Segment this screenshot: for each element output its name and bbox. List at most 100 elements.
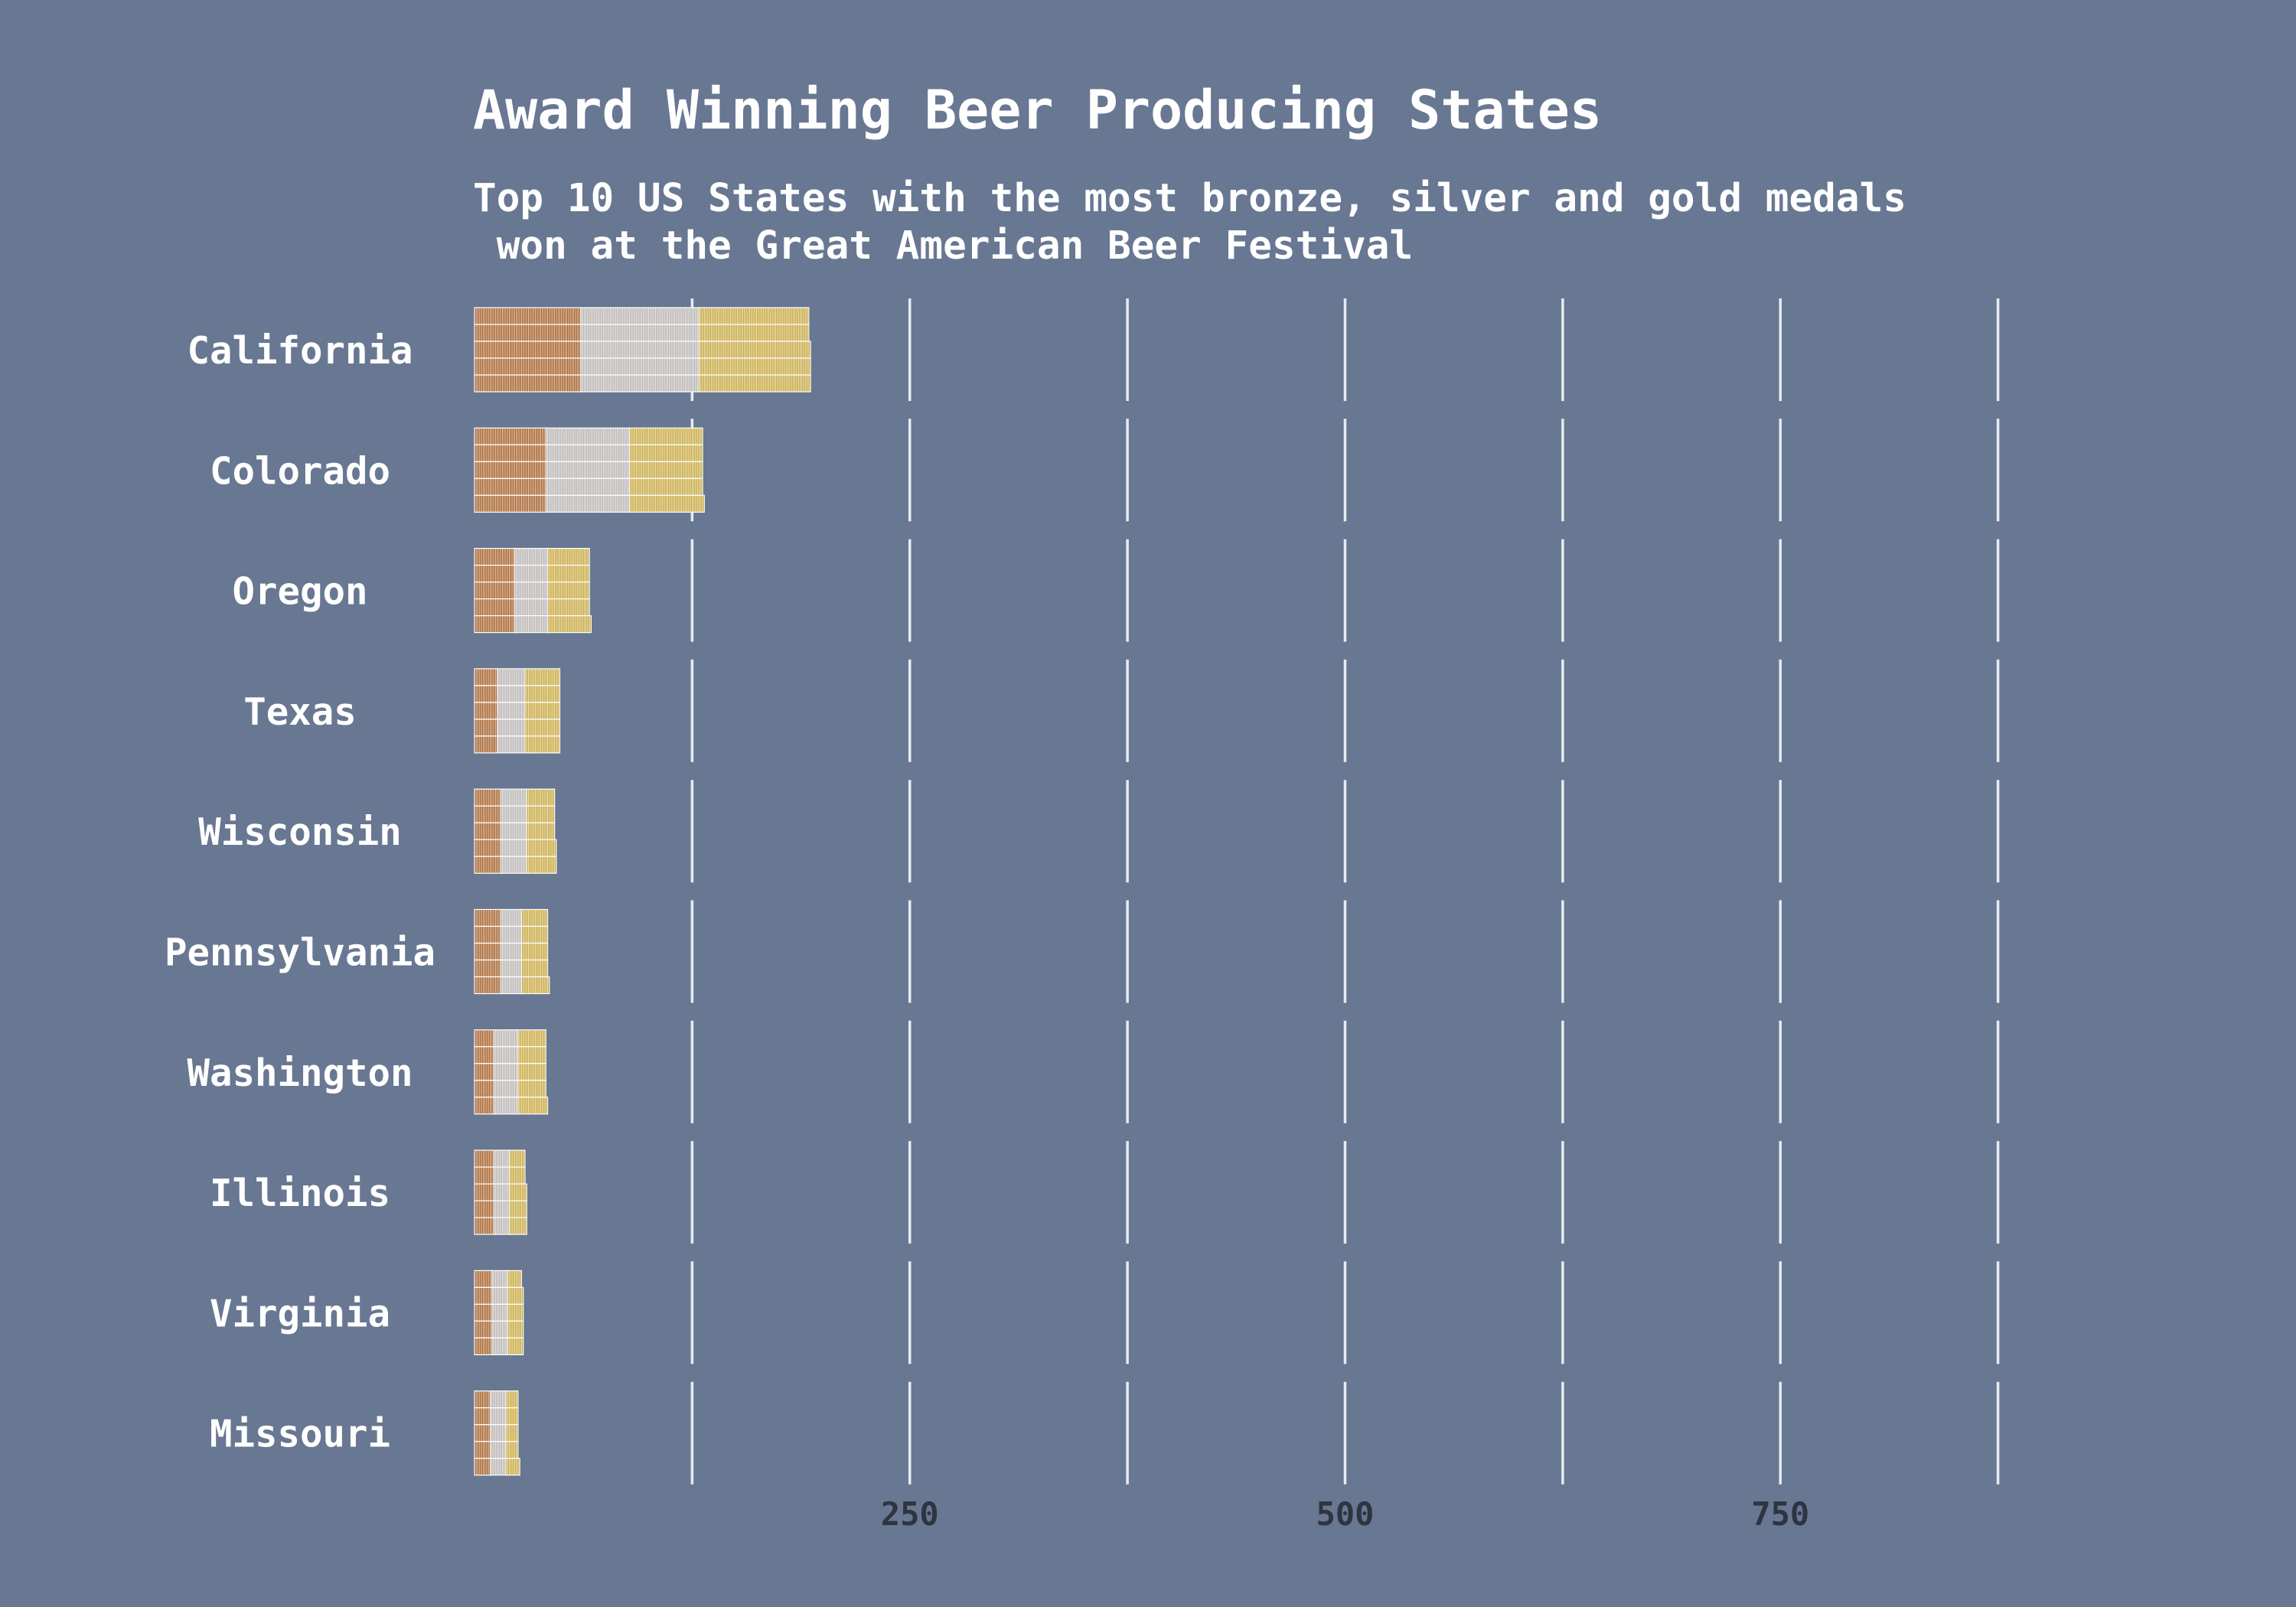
- gold-segment: [520, 908, 550, 995]
- gold-block: [507, 1337, 524, 1356]
- silver-cell-dividers: [547, 478, 628, 496]
- bronze-segment: [474, 307, 583, 393]
- category-label-oregon: Oregon: [232, 570, 367, 614]
- silver-cell-dividers: [547, 428, 628, 445]
- silver-block: [500, 788, 527, 807]
- bronze-block: [474, 1063, 494, 1081]
- bar-row-pennsylvania: [474, 908, 550, 995]
- silver-cell-dividers: [582, 375, 700, 392]
- gold-cell-dividers: [549, 615, 590, 633]
- bronze-block: [474, 1046, 494, 1064]
- silver-cell-dividers: [501, 943, 522, 960]
- bronze-segment: [474, 1029, 496, 1115]
- bronze-cell-dividers: [475, 1201, 494, 1218]
- silver-cell-dividers: [493, 1270, 507, 1288]
- gold-cell-dividers: [528, 839, 556, 857]
- gold-block: [698, 307, 810, 325]
- silver-segment: [493, 1029, 520, 1115]
- gold-block: [628, 494, 705, 513]
- bronze-cell-dividers: [475, 1080, 494, 1097]
- bar-row-oregon: [474, 547, 592, 634]
- silver-segment: [493, 1149, 512, 1235]
- bar-row-washington: [474, 1029, 549, 1115]
- bronze-cell-dividers: [475, 1029, 493, 1047]
- bronze-block: [474, 1337, 494, 1356]
- bronze-segment: [474, 427, 549, 513]
- silver-block: [491, 1286, 508, 1305]
- bronze-block: [474, 547, 515, 566]
- bronze-cell-dividers: [475, 1270, 491, 1288]
- gold-segment: [517, 1029, 549, 1115]
- silver-block: [489, 1407, 507, 1426]
- bronze-cell-dividers: [475, 1217, 494, 1235]
- gold-segment: [526, 788, 557, 874]
- silver-cell-dividers: [498, 702, 524, 719]
- silver-block: [493, 1166, 510, 1185]
- gold-block: [508, 1149, 526, 1168]
- silver-cell-dividers: [516, 615, 548, 633]
- category-label-california: California: [187, 329, 413, 373]
- bronze-cell-dividers: [475, 735, 498, 753]
- gold-cell-dividers: [523, 943, 546, 960]
- gold-cell-dividers: [507, 1458, 519, 1475]
- bronze-cell-dividers: [475, 615, 515, 633]
- category-label-texas: Texas: [243, 690, 357, 734]
- gold-cell-dividers: [700, 308, 807, 324]
- silver-block: [500, 839, 527, 857]
- silver-cell-dividers: [501, 806, 526, 823]
- gold-cell-dividers: [507, 1407, 517, 1425]
- gold-cell-dividers: [528, 806, 553, 823]
- silver-cell-dividers: [493, 1338, 507, 1355]
- silver-cell-dividers: [582, 324, 698, 341]
- gold-cell-dividers: [526, 719, 559, 736]
- gold-cell-dividers: [700, 341, 810, 358]
- gold-cell-dividers: [519, 1063, 545, 1081]
- gold-cell-dividers: [523, 976, 548, 994]
- x-tick-label: 500: [1316, 1495, 1375, 1533]
- gold-cell-dividers: [523, 926, 546, 944]
- silver-segment: [500, 908, 524, 995]
- bronze-cell-dividers: [475, 495, 546, 513]
- silver-segment: [545, 427, 632, 513]
- gold-cell-dividers: [549, 598, 589, 616]
- bronze-cell-dividers: [475, 702, 498, 719]
- bronze-cell-dividers: [475, 324, 582, 341]
- bronze-block: [474, 1166, 494, 1185]
- silver-cell-dividers: [494, 1029, 517, 1047]
- bronze-cell-dividers: [475, 478, 546, 496]
- gold-block: [546, 614, 592, 634]
- silver-block: [493, 1183, 510, 1201]
- silver-cell-dividers: [494, 1097, 519, 1114]
- gold-cell-dividers: [519, 1029, 545, 1047]
- bronze-cell-dividers: [475, 926, 500, 944]
- gold-segment: [508, 1149, 527, 1235]
- gold-cell-dividers: [631, 445, 702, 462]
- bronze-cell-dividers: [475, 909, 500, 927]
- gold-cell-dividers: [509, 1338, 522, 1355]
- bronze-block: [474, 788, 501, 807]
- silver-cell-dividers: [494, 1046, 517, 1064]
- gold-cell-dividers: [510, 1184, 526, 1201]
- gold-segment: [698, 307, 811, 393]
- gold-cell-dividers: [631, 495, 703, 513]
- bronze-cell-dividers: [475, 341, 582, 358]
- bronze-block: [474, 805, 501, 823]
- bronze-cell-dividers: [475, 823, 501, 840]
- silver-block: [491, 1303, 508, 1322]
- gold-cell-dividers: [509, 1287, 522, 1305]
- silver-segment: [500, 788, 530, 874]
- bar-row-colorado: [474, 427, 705, 513]
- gold-block: [526, 856, 557, 874]
- gold-block: [520, 959, 549, 978]
- silver-block: [500, 805, 527, 823]
- bronze-segment: [474, 1149, 496, 1235]
- category-label-washington: Washington: [187, 1051, 413, 1095]
- bronze-block: [474, 564, 515, 583]
- silver-cell-dividers: [582, 341, 698, 358]
- gold-segment: [546, 547, 592, 634]
- silver-cell-dividers: [501, 856, 527, 874]
- bronze-block: [474, 1029, 494, 1048]
- bronze-block: [474, 908, 501, 927]
- bronze-cell-dividers: [475, 375, 582, 392]
- gold-block: [698, 324, 810, 342]
